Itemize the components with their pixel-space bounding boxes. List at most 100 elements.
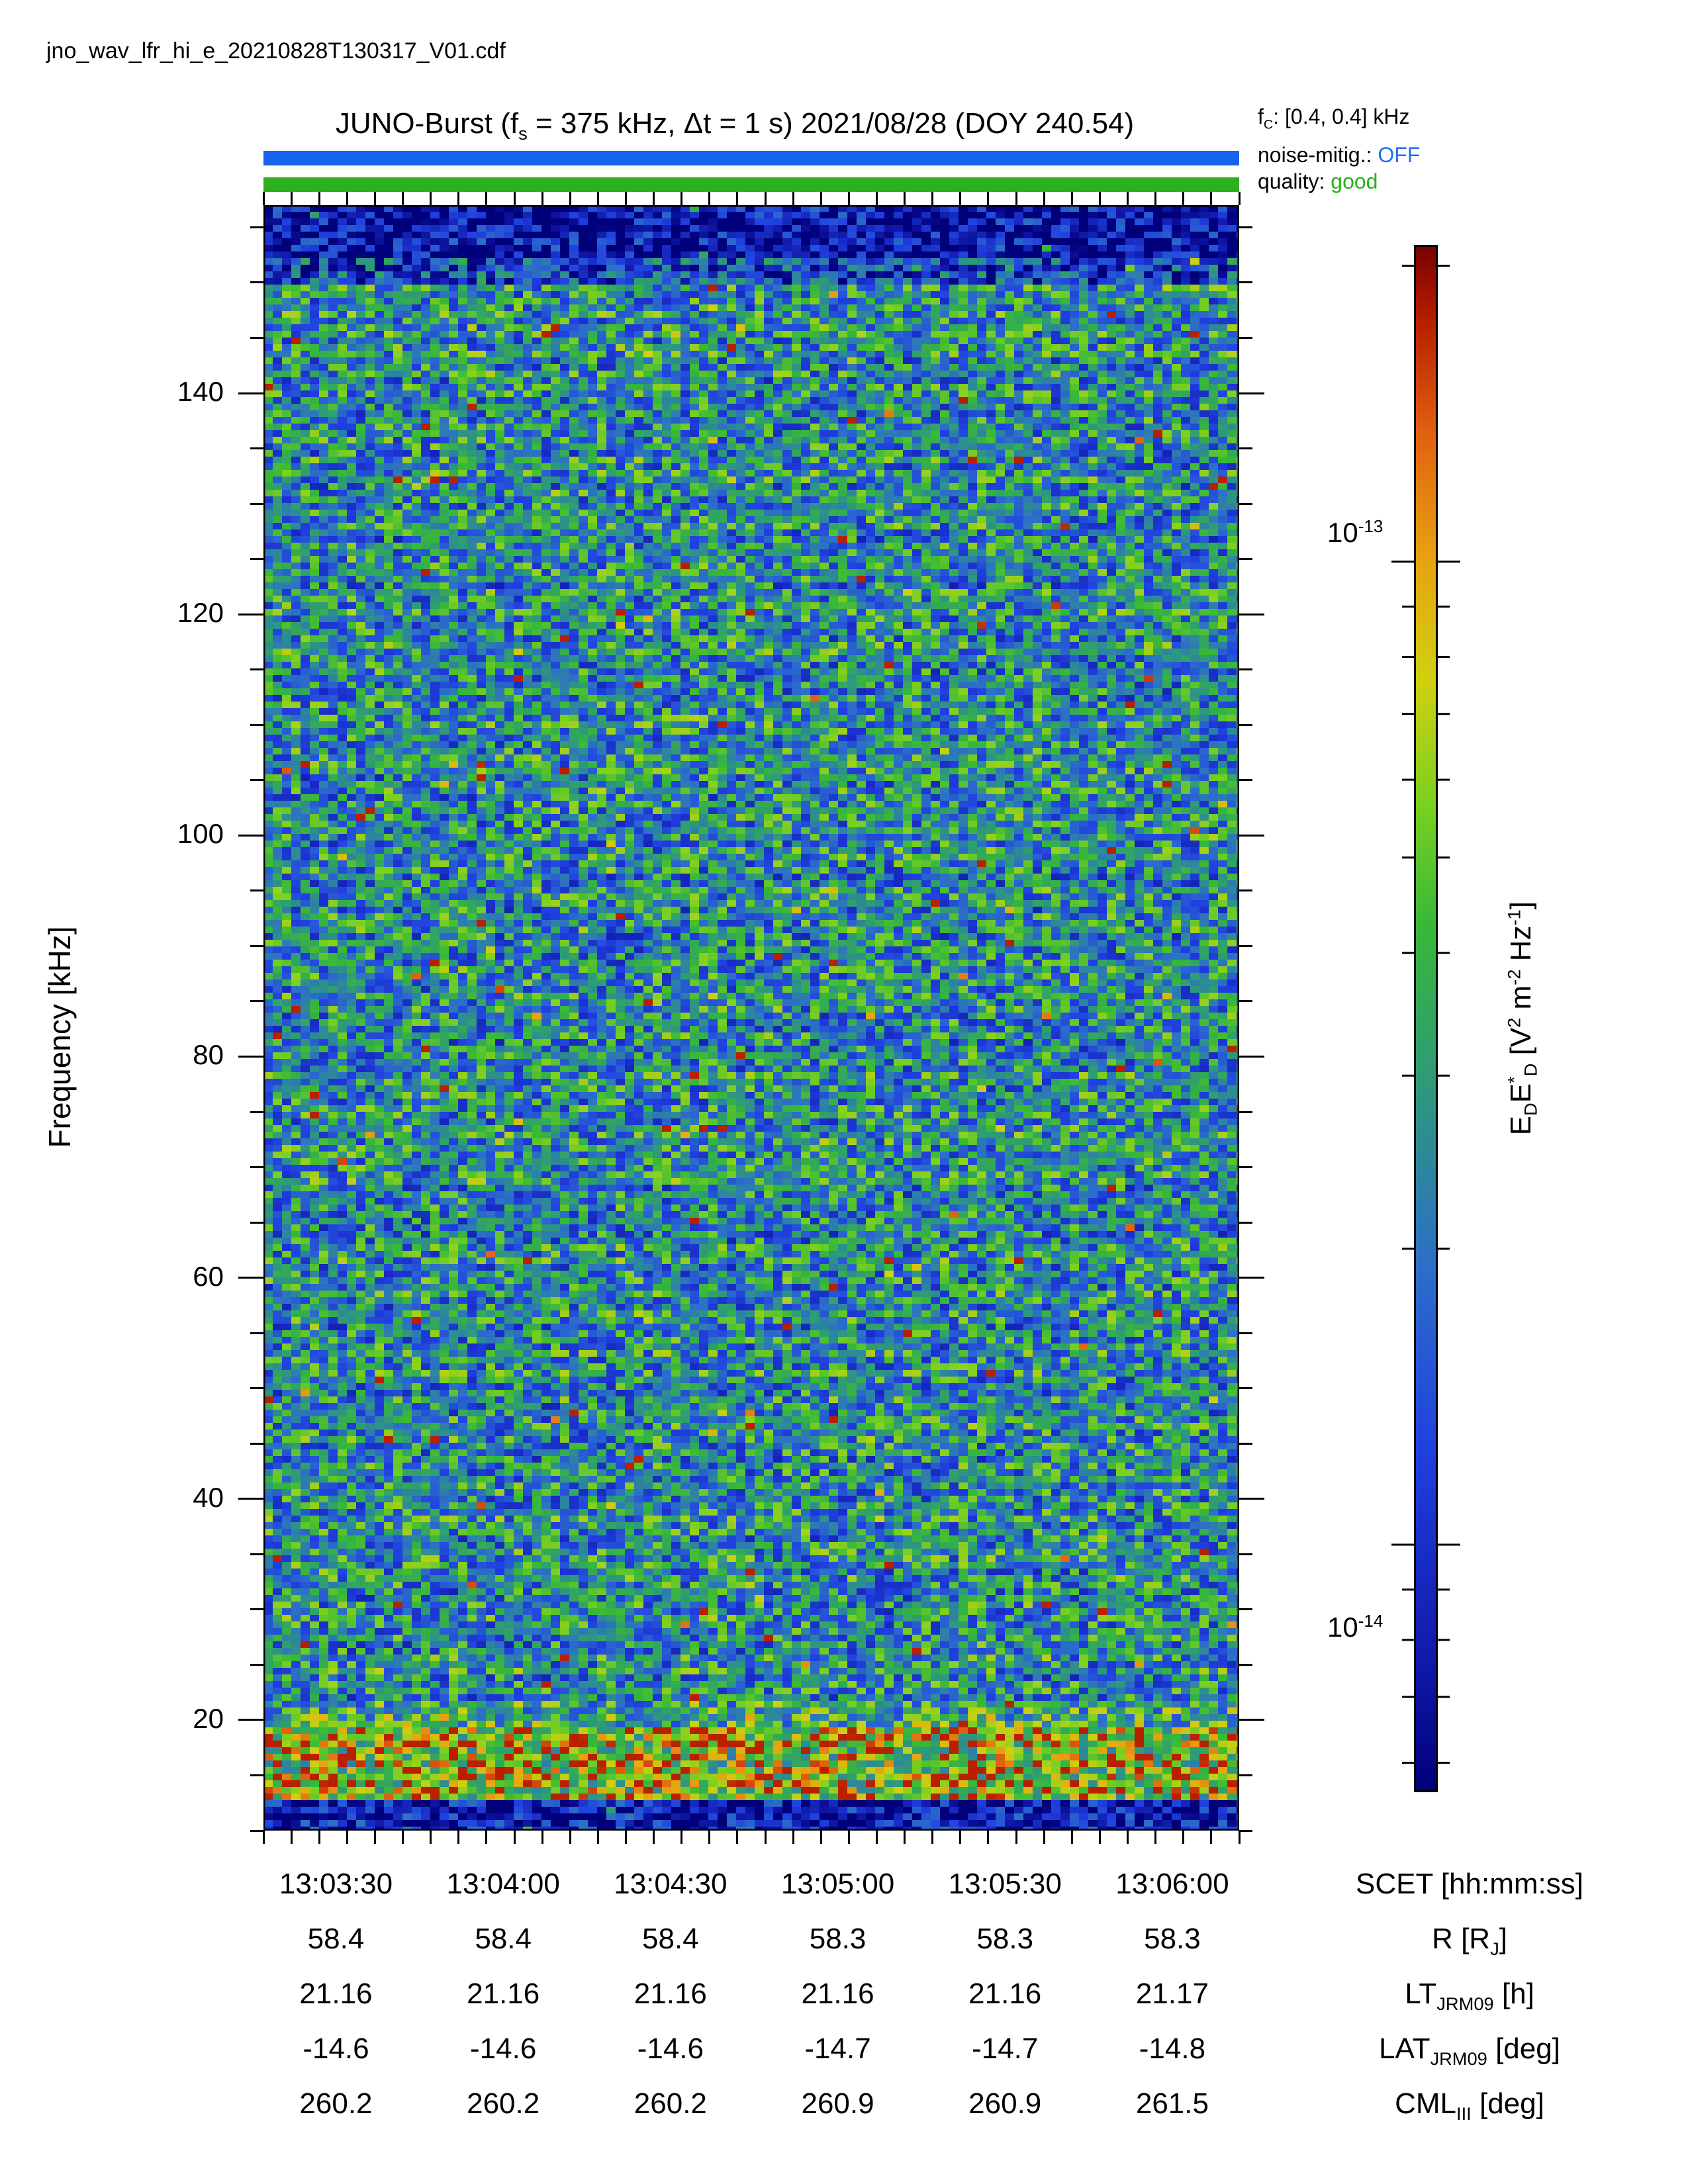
y-tick-mark (238, 1719, 263, 1721)
ephemeris-value: 21.16 (939, 1978, 1071, 2011)
x-tick-mark-top (346, 192, 348, 205)
y-tick-mark-right (1239, 1774, 1252, 1776)
y-tick-mark (238, 392, 263, 394)
y-tick-label: 60 (144, 1261, 224, 1293)
colorbar-tick-1e-13: 10-13 (1327, 516, 1383, 549)
y-tick-mark-right (1239, 502, 1252, 505)
y-tick-mark-right (1239, 1221, 1252, 1224)
colorbar-label: EDE*D [V2 m-2 Hz-1] (1503, 787, 1541, 1250)
y-tick-mark (250, 1829, 263, 1832)
x-tick-mark-top (959, 192, 962, 205)
y-tick-mark-right (1239, 1553, 1252, 1555)
y-tick-mark (238, 613, 263, 615)
quality-bar (263, 177, 1239, 192)
y-tick-mark-right (1239, 226, 1252, 228)
x-tick-mark (1210, 1831, 1213, 1844)
x-tick-mark-top (373, 192, 376, 205)
y-tick-mark (250, 1663, 263, 1666)
x-tick-mark (569, 1831, 571, 1844)
row-label-lat: LATJRM09 [deg] (1297, 2032, 1642, 2070)
x-tick-mark-top (596, 192, 599, 205)
x-tick-mark-top (541, 192, 543, 205)
y-tick-mark-right (1239, 1719, 1264, 1721)
colorbar-tick-1e-14: 10-14 (1327, 1611, 1383, 1643)
x-tick-mark-top (430, 192, 432, 205)
ephemeris-value: 260.9 (772, 2087, 904, 2120)
ephemeris-value: 21.16 (269, 1978, 402, 2011)
y-tick-mark-right (1239, 1055, 1264, 1058)
y-tick-mark-right (1239, 1111, 1252, 1113)
y-tick-mark (250, 1166, 263, 1169)
ephemeris-value: 21.16 (604, 1978, 737, 2011)
x-tick-mark (262, 1831, 265, 1844)
x-tick-mark-top (485, 192, 488, 205)
x-tick-label: 13:05:30 (919, 1868, 1091, 1901)
ephemeris-value: 21.16 (772, 1978, 904, 2011)
y-tick-mark-right (1239, 613, 1264, 615)
y-axis-label: Frequency [kHz] (42, 739, 77, 1335)
row-label-scet: SCET [hh:mm:ss] (1297, 1868, 1642, 1901)
y-tick-label: 80 (144, 1039, 224, 1071)
noise-mitigation-label: noise-mitig.: OFF (1258, 143, 1420, 167)
y-tick-mark-right (1239, 944, 1252, 947)
y-tick-mark (250, 1442, 263, 1445)
y-tick-mark-right (1239, 1277, 1264, 1279)
x-tick-mark-top (1210, 192, 1213, 205)
ephemeris-value: -14.6 (437, 2032, 569, 2066)
x-tick-mark-top (653, 192, 655, 205)
ephemeris-value: 58.3 (772, 1923, 904, 1956)
x-tick-mark (904, 1831, 906, 1844)
x-tick-mark (373, 1831, 376, 1844)
ephemeris-value: -14.7 (772, 2032, 904, 2066)
y-tick-mark-right (1239, 779, 1252, 782)
y-tick-mark (250, 944, 263, 947)
y-tick-label: 100 (144, 818, 224, 850)
x-tick-mark (1182, 1831, 1185, 1844)
y-tick-mark (250, 1553, 263, 1555)
x-tick-mark-top (262, 192, 265, 205)
x-tick-label: 13:06:00 (1086, 1868, 1258, 1901)
quality-value: good (1331, 169, 1378, 193)
x-tick-mark-top (569, 192, 571, 205)
y-tick-mark (250, 668, 263, 671)
x-tick-label: 13:05:00 (752, 1868, 924, 1901)
x-tick-mark-top (457, 192, 460, 205)
y-tick-mark-right (1239, 1000, 1252, 1003)
file-name: jno_wav_lfr_hi_e_20210828T130317_V01.cdf (46, 38, 506, 64)
x-tick-mark-top (876, 192, 878, 205)
y-tick-mark-right (1239, 834, 1264, 837)
y-tick-mark-right (1239, 1332, 1252, 1334)
y-tick-mark (250, 889, 263, 892)
x-tick-mark (847, 1831, 850, 1844)
axes-frame (263, 205, 1239, 1831)
row-label-r: R [RJ] (1297, 1923, 1642, 1960)
x-tick-mark (402, 1831, 404, 1844)
x-tick-mark-top (1127, 192, 1129, 205)
y-tick-mark-right (1239, 1166, 1252, 1169)
ephemeris-value: 260.2 (269, 2087, 402, 2120)
y-tick-mark-right (1239, 392, 1264, 394)
x-tick-mark (596, 1831, 599, 1844)
y-tick-mark (250, 779, 263, 782)
colorbar (1414, 245, 1438, 1792)
x-tick-mark-top (820, 192, 822, 205)
y-tick-mark (250, 1608, 263, 1611)
spectrogram-plot (263, 205, 1239, 1831)
x-tick-mark (792, 1831, 794, 1844)
y-tick-mark (250, 1000, 263, 1003)
x-tick-mark (346, 1831, 348, 1844)
chart-title: JUNO-Burst (fs = 375 kHz, Δt = 1 s) 2021… (252, 107, 1218, 144)
x-tick-mark-top (904, 192, 906, 205)
y-tick-mark-right (1239, 889, 1252, 892)
ephemeris-value: 260.2 (604, 2087, 737, 2120)
y-tick-mark (250, 226, 263, 228)
spectrogram-heatmap (263, 205, 1239, 1831)
x-tick-mark-top (680, 192, 683, 205)
noise-mitigation-bar (263, 151, 1239, 165)
x-tick-label: 13:04:30 (585, 1868, 757, 1901)
x-tick-mark-top (402, 192, 404, 205)
x-tick-mark-top (708, 192, 711, 205)
x-tick-mark-top (1182, 192, 1185, 205)
x-tick-mark (987, 1831, 990, 1844)
y-tick-label: 120 (144, 597, 224, 629)
